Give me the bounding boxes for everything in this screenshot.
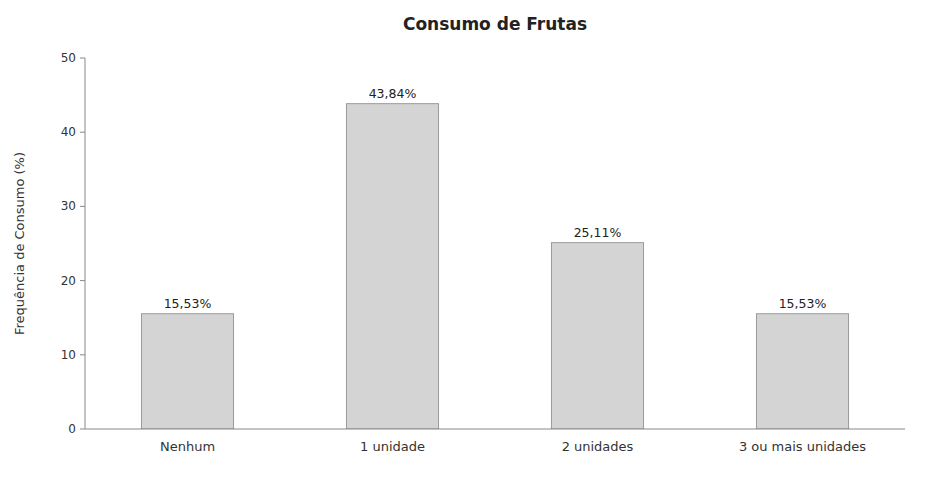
data-label: 15,53% <box>779 296 827 311</box>
y-axis-line <box>85 58 86 429</box>
y-tick <box>80 58 85 59</box>
x-axis: Nenhum 1 unidade 2 unidades 3 ou mais unida… <box>85 429 905 454</box>
x-tick-label: 2 unidades <box>562 439 634 454</box>
x-tick-label: Nenhum <box>160 439 215 454</box>
y-tick <box>80 429 85 430</box>
chart-svg: Consumo de Frutas Frequência de Consumo (… <box>0 0 930 487</box>
y-axis: 0 10 20 30 40 50 <box>61 51 85 436</box>
y-tick-label: 10 <box>61 348 76 362</box>
y-tick <box>80 132 85 133</box>
y-tick-label: 0 <box>68 422 76 436</box>
x-tick-label: 3 ou mais unidades <box>739 439 866 454</box>
y-tick <box>80 280 85 281</box>
y-tick-label: 40 <box>61 125 76 139</box>
y-tick <box>80 206 85 207</box>
y-tick <box>80 354 85 355</box>
bar <box>756 314 848 429</box>
y-tick-label: 20 <box>61 274 76 288</box>
x-axis-line <box>85 429 905 430</box>
chart-container: Consumo de Frutas Frequência de Consumo (… <box>0 0 930 487</box>
data-label: 25,11% <box>574 225 622 240</box>
bar <box>141 314 233 429</box>
y-tick-label: 50 <box>61 51 76 65</box>
data-labels: 15,53% 43,84% 25,11% 15,53% <box>164 86 827 311</box>
y-tick-label: 30 <box>61 199 76 213</box>
bars <box>141 104 848 429</box>
chart-title: Consumo de Frutas <box>403 14 587 34</box>
data-label: 15,53% <box>164 296 212 311</box>
y-axis-label: Frequência de Consumo (%) <box>12 152 27 335</box>
bar <box>551 243 643 429</box>
bar <box>346 104 438 429</box>
x-tick-label: 1 unidade <box>360 439 425 454</box>
data-label: 43,84% <box>369 86 417 101</box>
